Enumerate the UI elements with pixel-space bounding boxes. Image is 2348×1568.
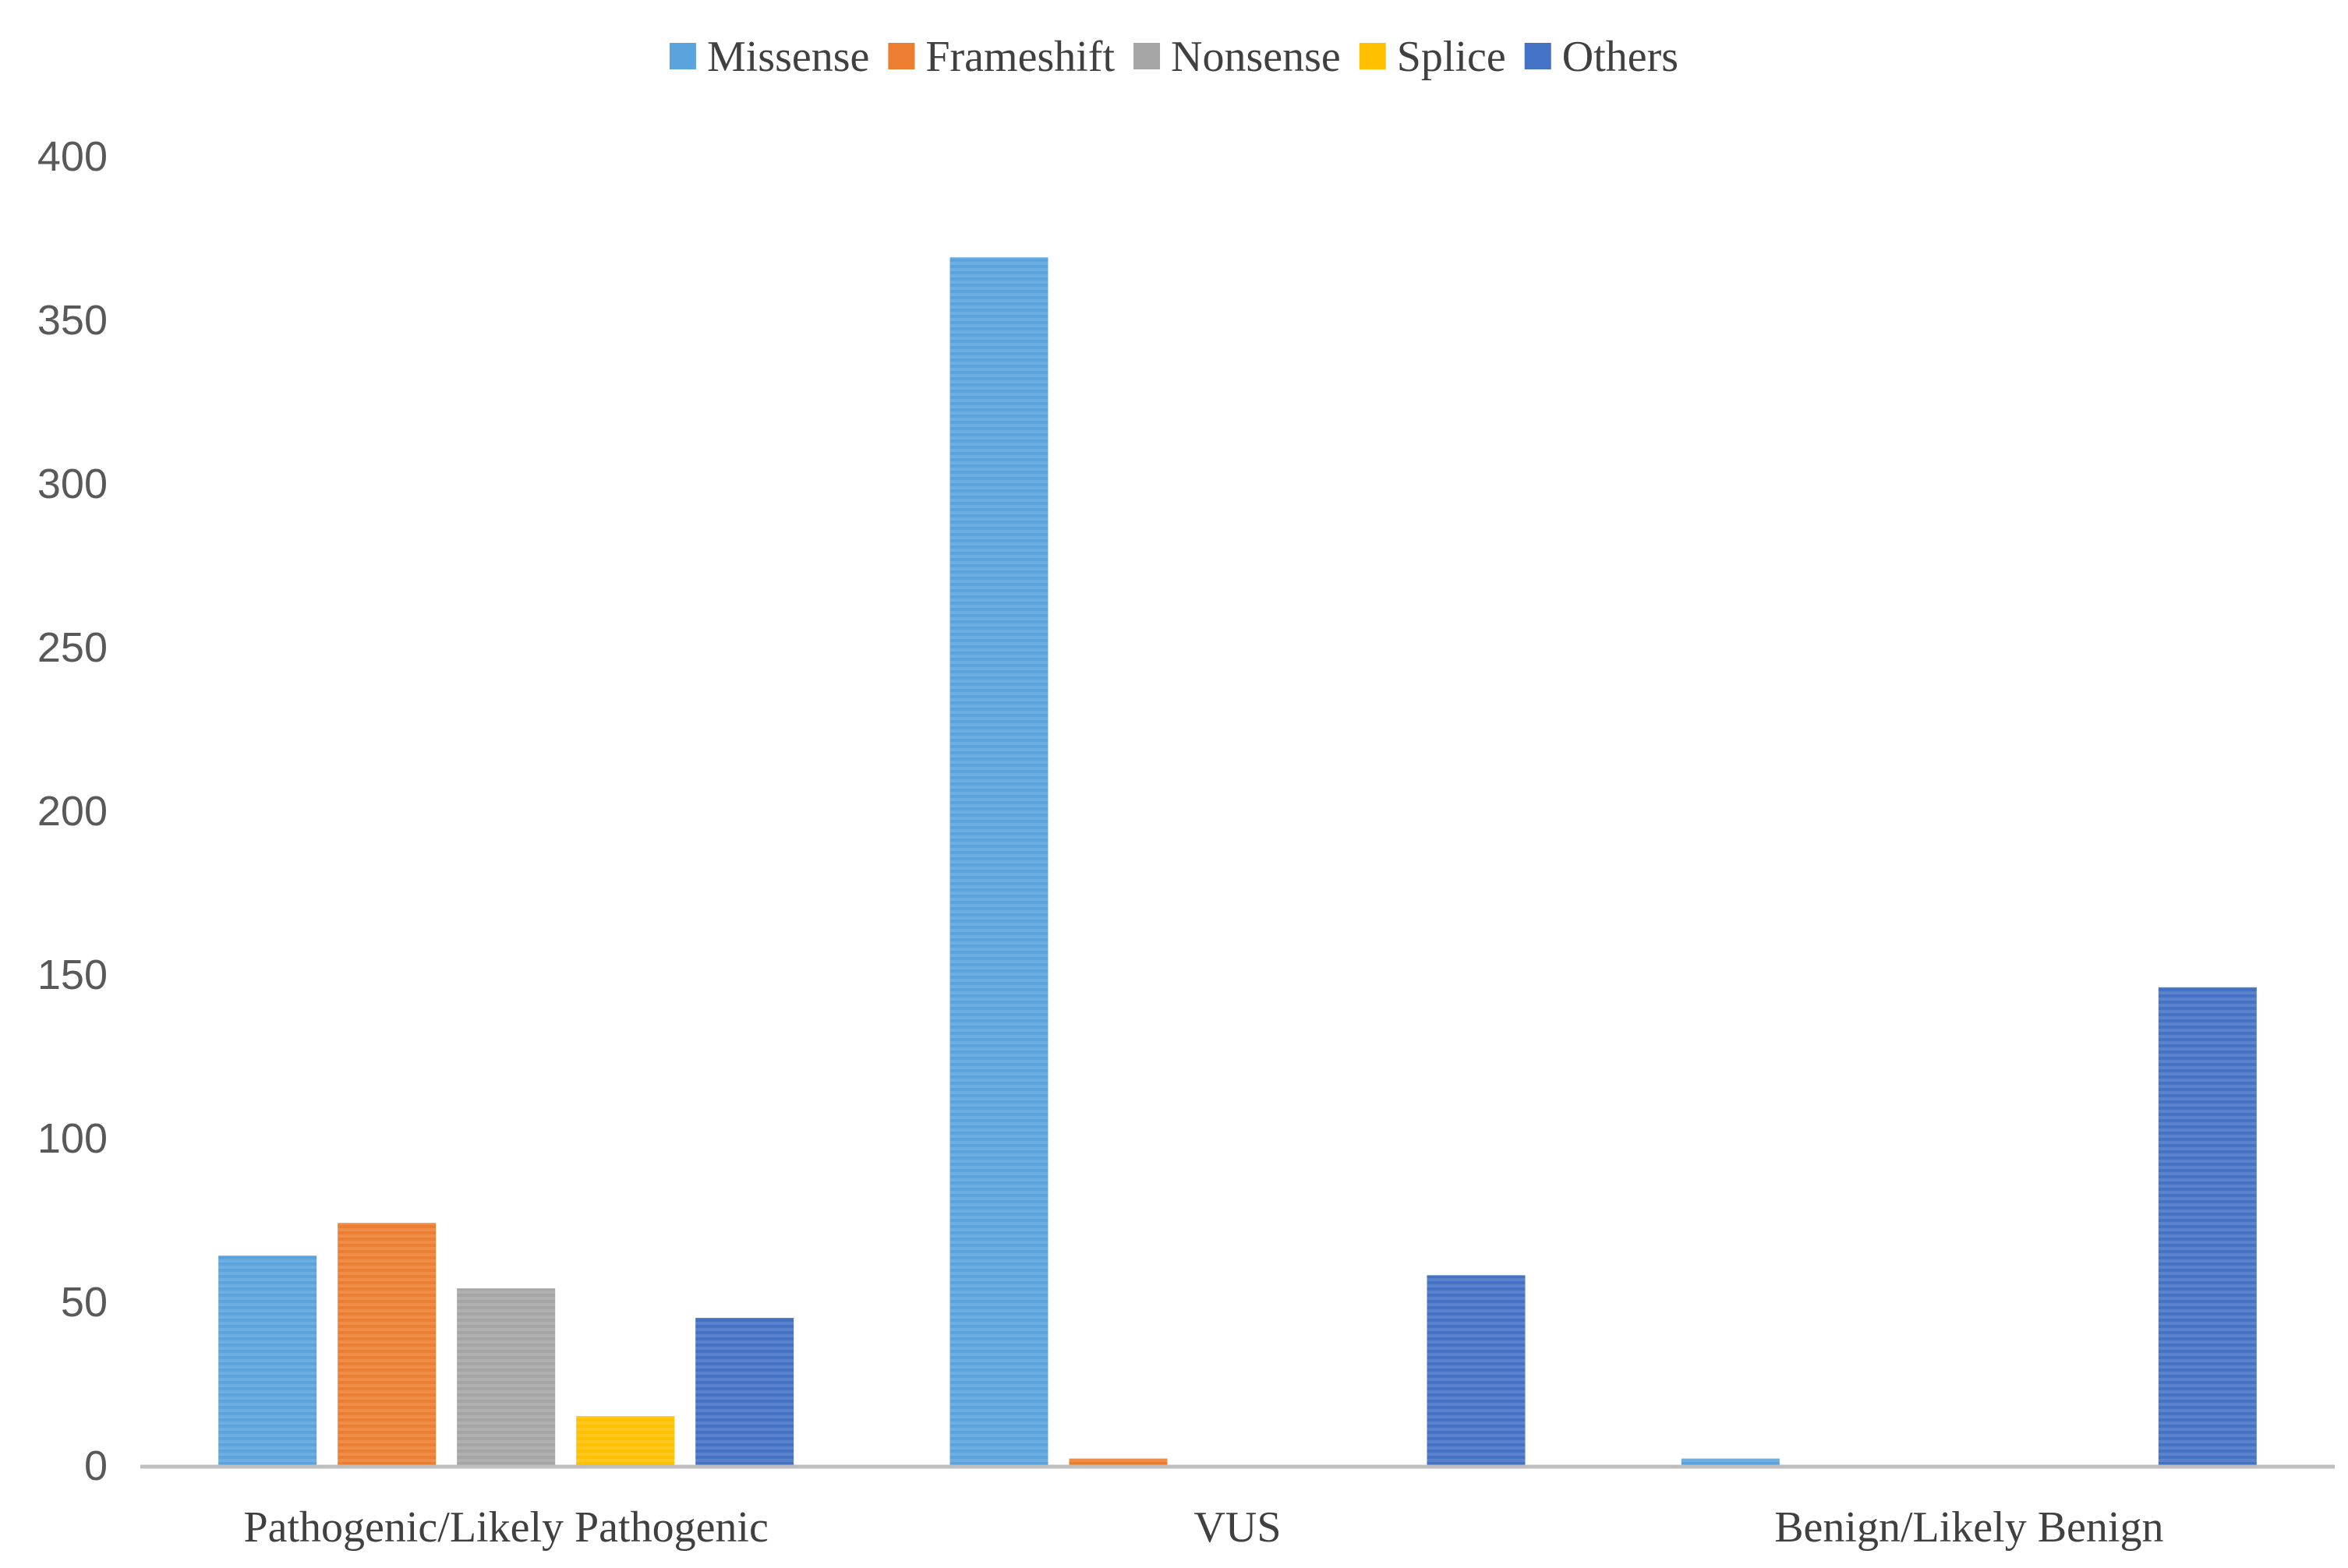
- legend-item-nonsense: Nonsense: [1133, 33, 1341, 81]
- y-tick-label: 50: [61, 1279, 108, 1326]
- x-category-label: VUS: [1193, 1503, 1281, 1552]
- bars: [218, 257, 2257, 1466]
- x-axis: Pathogenic/Likely Pathogenic VUS Benign/Li…: [243, 1503, 2163, 1552]
- bar-texture: [1427, 1275, 1526, 1465]
- y-tick-label: 250: [37, 624, 108, 671]
- legend-label: Others: [1562, 33, 1678, 81]
- bar-texture: [949, 257, 1048, 1466]
- legend-swatch: [888, 43, 915, 69]
- y-tick-label: 300: [37, 461, 108, 507]
- bar-texture: [1681, 1458, 1780, 1465]
- legend-item-frameshift: Frameshift: [888, 33, 1115, 81]
- bar-frameshift-0: [338, 1223, 437, 1465]
- y-tick-label: 0: [84, 1443, 108, 1489]
- bar-missense-0: [218, 1255, 317, 1465]
- legend-label: Splice: [1397, 33, 1506, 81]
- bar-texture: [457, 1288, 556, 1465]
- bar-texture: [1069, 1458, 1168, 1465]
- y-axis: 0 50 100 150 200 250 300 350 400: [37, 133, 108, 1489]
- legend-label: Frameshift: [925, 33, 1115, 81]
- bar-frameshift-1: [1069, 1458, 1168, 1465]
- y-tick-label: 350: [37, 297, 108, 344]
- legend: Missense Frameshift Nonsense Splice Others: [669, 33, 1678, 81]
- bar-texture: [576, 1416, 675, 1465]
- bar-nonsense-0: [457, 1288, 556, 1465]
- bar-texture: [218, 1255, 317, 1465]
- bar-texture: [338, 1223, 437, 1465]
- bar-others-2: [2158, 987, 2257, 1465]
- legend-swatch: [1359, 43, 1386, 69]
- bar-texture: [695, 1318, 794, 1465]
- legend-item-others: Others: [1524, 33, 1678, 81]
- legend-swatch: [1524, 43, 1551, 69]
- x-category-label: Pathogenic/Likely Pathogenic: [243, 1503, 768, 1552]
- legend-item-splice: Splice: [1359, 33, 1506, 81]
- x-category-label: Benign/Likely Benign: [1774, 1503, 2163, 1552]
- legend-label: Missense: [707, 33, 869, 81]
- legend-swatch: [669, 43, 696, 69]
- legend-label: Nonsense: [1171, 33, 1341, 81]
- bar-missense-2: [1681, 1458, 1780, 1465]
- bar-others-0: [695, 1318, 794, 1465]
- legend-swatch: [1133, 43, 1161, 69]
- bar-missense-1: [949, 257, 1048, 1466]
- bar-texture: [2158, 987, 2257, 1465]
- y-tick-label: 200: [37, 788, 108, 835]
- y-tick-label: 400: [37, 133, 108, 180]
- legend-item-missense: Missense: [669, 33, 869, 81]
- y-tick-label: 150: [37, 952, 108, 998]
- y-tick-label: 100: [37, 1115, 108, 1162]
- bar-others-1: [1427, 1275, 1526, 1465]
- bar-splice-0: [576, 1416, 675, 1465]
